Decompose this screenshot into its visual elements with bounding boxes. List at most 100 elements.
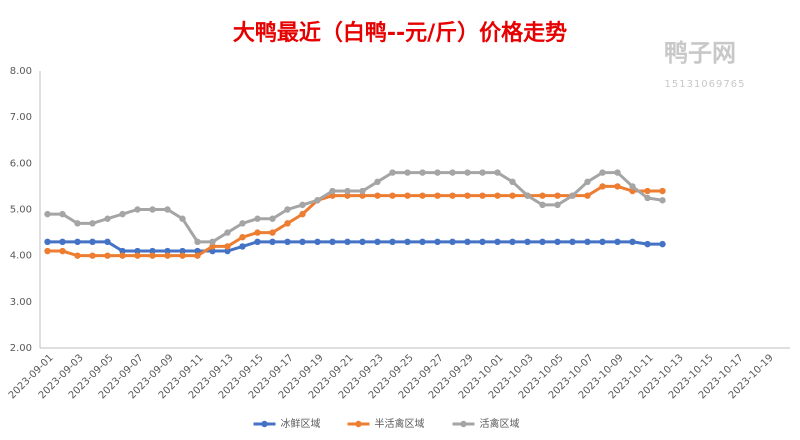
- point: [119, 252, 126, 259]
- point: [449, 238, 456, 246]
- y-tick-label: 4.00: [10, 251, 32, 262]
- point: [599, 183, 606, 190]
- point: [44, 210, 51, 218]
- legend-label: 冰鲜区域: [281, 417, 321, 430]
- point: [134, 252, 141, 259]
- legend-marker: [261, 420, 268, 428]
- point: [494, 192, 501, 199]
- legend: 冰鲜区域 半活禽区域 活禽区域: [253, 417, 520, 430]
- point: [179, 247, 186, 255]
- point: [269, 238, 276, 246]
- y-tick-label: 2.00: [10, 343, 32, 354]
- point: [224, 247, 231, 255]
- point: [329, 187, 336, 195]
- point: [494, 169, 501, 176]
- point: [59, 238, 66, 246]
- point: [404, 169, 411, 176]
- point: [464, 192, 471, 199]
- point: [419, 192, 426, 199]
- point: [509, 178, 516, 185]
- point: [434, 238, 441, 246]
- point: [479, 238, 486, 246]
- watermark: 鸭子网 15131069765: [664, 39, 745, 90]
- point: [374, 238, 381, 246]
- point: [359, 187, 366, 195]
- point: [584, 178, 591, 185]
- point: [509, 238, 516, 246]
- point: [254, 229, 261, 236]
- point: [389, 169, 396, 176]
- point: [164, 252, 171, 259]
- point: [179, 215, 186, 222]
- point: [404, 238, 411, 246]
- point: [554, 201, 561, 209]
- point: [554, 192, 561, 199]
- point: [374, 178, 381, 185]
- point: [539, 192, 546, 199]
- point: [614, 183, 621, 190]
- point: [59, 210, 66, 218]
- point: [449, 192, 456, 199]
- point: [464, 238, 471, 246]
- point: [584, 238, 591, 246]
- point: [344, 238, 351, 246]
- point: [89, 220, 96, 227]
- point: [44, 238, 51, 246]
- legend-label: 半活禽区域: [375, 417, 425, 430]
- point: [329, 238, 336, 246]
- point: [194, 247, 201, 255]
- point: [89, 252, 96, 259]
- point: [164, 247, 171, 255]
- point: [374, 192, 381, 199]
- point: [419, 169, 426, 176]
- point: [209, 243, 216, 250]
- legend-marker: [355, 420, 362, 428]
- point: [44, 247, 51, 255]
- point: [389, 192, 396, 199]
- y-tick-label: 7.00: [10, 112, 32, 123]
- point: [299, 238, 306, 246]
- point: [494, 238, 501, 246]
- point: [644, 187, 651, 195]
- point: [434, 192, 441, 199]
- series-line: [47, 171, 663, 244]
- point: [164, 206, 171, 213]
- point: [389, 238, 396, 246]
- point: [344, 187, 351, 195]
- point: [119, 210, 126, 218]
- point: [104, 238, 111, 246]
- point: [614, 238, 621, 246]
- point: [344, 192, 351, 199]
- point: [299, 210, 306, 218]
- point: [194, 252, 201, 259]
- point: [659, 240, 666, 248]
- point: [569, 192, 576, 199]
- point: [569, 238, 576, 246]
- point: [329, 192, 336, 199]
- point: [524, 192, 531, 199]
- point: [359, 238, 366, 246]
- point: [524, 238, 531, 246]
- point: [554, 238, 561, 246]
- point: [209, 247, 216, 255]
- point: [239, 220, 246, 227]
- point: [314, 238, 321, 246]
- point: [434, 169, 441, 176]
- chart-title: 大鸭最近（白鸭--元/斤）价格走势: [233, 20, 567, 46]
- point: [74, 252, 81, 259]
- point: [269, 215, 276, 222]
- point: [224, 243, 231, 250]
- point: [404, 192, 411, 199]
- point: [539, 201, 546, 209]
- y-tick-label: 5.00: [10, 205, 32, 216]
- point: [209, 238, 216, 246]
- point: [449, 169, 456, 176]
- point: [149, 252, 156, 259]
- point: [464, 169, 471, 176]
- point: [194, 238, 201, 246]
- point: [224, 229, 231, 236]
- point: [239, 243, 246, 250]
- point: [134, 206, 141, 213]
- point: [254, 238, 261, 246]
